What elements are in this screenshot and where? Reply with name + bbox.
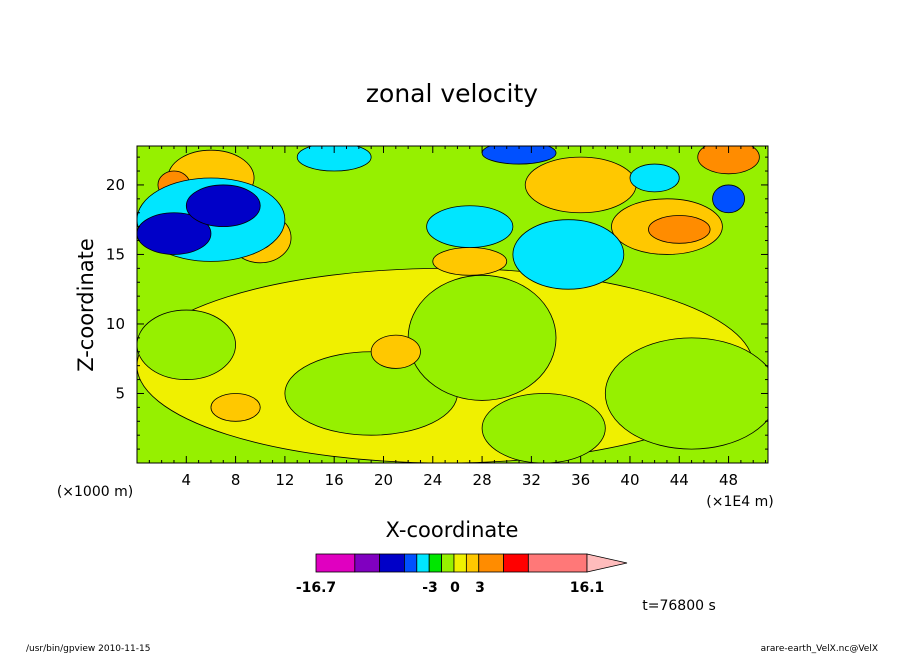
- field-region: [210, 393, 261, 422]
- field-region: [604, 337, 768, 450]
- field-region: [648, 215, 711, 244]
- colorbar-swatch: [404, 553, 418, 573]
- y-unit-label: (×1000 m): [57, 484, 133, 500]
- field-region: [481, 146, 557, 165]
- y-axis: 5 10 15 20: [106, 156, 768, 450]
- x-tick-label: 20: [374, 471, 393, 489]
- field-region: [137, 309, 236, 380]
- x-tick-label: 28: [473, 471, 492, 489]
- colorbar-swatch: [354, 553, 381, 573]
- x-axis-title: X-coordinate: [386, 518, 519, 542]
- y-tick-label: 5: [115, 384, 125, 402]
- footer-left-label: /usr/bin/gpview 2010-11-15: [26, 644, 150, 654]
- x-tick-label: 12: [275, 471, 294, 489]
- field-region: [432, 247, 508, 276]
- y-axis-title: Z-coordinate: [74, 238, 98, 372]
- plot-frame: [136, 145, 769, 464]
- y-tick-label: 20: [106, 176, 125, 194]
- colorbar-mid-label: -3: [422, 580, 438, 596]
- field-region: [712, 184, 745, 214]
- field-region: [296, 146, 372, 172]
- x-tick-label: 24: [423, 471, 442, 489]
- field-region: [697, 146, 760, 175]
- x-tick-label: 32: [522, 471, 541, 489]
- colorbar-swatch: [465, 553, 480, 573]
- x-tick-label: 40: [620, 471, 639, 489]
- x-tick-label: 16: [325, 471, 344, 489]
- field-region: [512, 219, 625, 290]
- x-tick-label: 44: [670, 471, 689, 489]
- colorbar-swatch: [527, 553, 588, 573]
- colorbar-mid-label: 0: [450, 580, 460, 596]
- y-tick-label: 10: [106, 315, 125, 333]
- plot-area: [137, 146, 768, 463]
- field-region: [137, 212, 212, 255]
- x-tick-label: 36: [571, 471, 590, 489]
- field-region: [370, 334, 421, 369]
- x-tick-label: 4: [182, 471, 192, 489]
- footer-right-label: arare-earth_VelX.nc@VelX: [761, 644, 878, 654]
- field-region: [185, 184, 261, 228]
- chart-title: zonal velocity: [366, 79, 538, 108]
- y-tick-label: 15: [106, 245, 125, 263]
- field-region: [629, 163, 680, 193]
- x-tick-label: 48: [719, 471, 738, 489]
- time-label: t=76800 s: [642, 598, 716, 614]
- colorbar-swatch: [428, 553, 442, 573]
- colorbar-swatch: [379, 553, 405, 573]
- colorbar-max-label: 16.1: [570, 580, 605, 596]
- field-region: [481, 393, 606, 463]
- field-region: [524, 156, 637, 214]
- colorbar-swatch: [478, 553, 504, 573]
- colorbar-min-label: -16.7: [296, 580, 336, 596]
- colorbar-swatch: [416, 553, 430, 573]
- x-unit-label: (×1E4 m): [706, 494, 773, 510]
- colorbar-mid-label: 3: [475, 580, 485, 596]
- x-tick-label: 8: [231, 471, 241, 489]
- colorbar-swatch: [315, 553, 356, 573]
- colorbar-swatch: [441, 553, 455, 573]
- colorbar-overflow-arrow: [586, 553, 628, 573]
- colorbar-swatch: [453, 553, 467, 573]
- colorbar: [315, 553, 628, 573]
- field-region: [426, 205, 514, 248]
- colorbar-swatch: [503, 553, 529, 573]
- field-region: [407, 274, 557, 401]
- x-axis: 4 8 12 16 20 24 28 32 36 40 44 48: [148, 146, 767, 489]
